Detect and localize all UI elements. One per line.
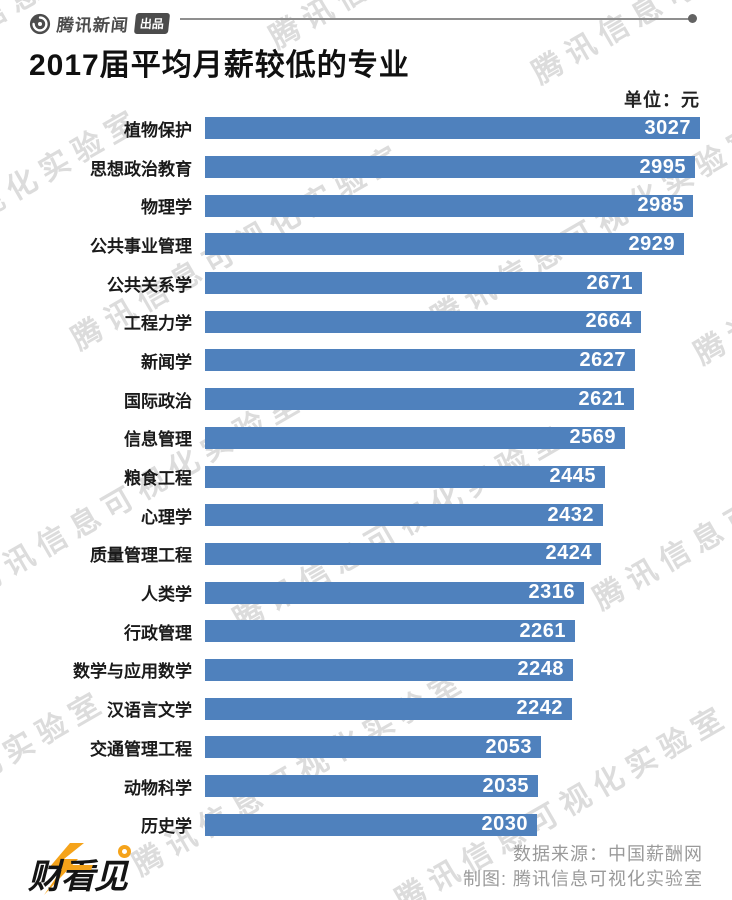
bar: 2316 xyxy=(205,581,584,604)
bar: 2995 xyxy=(205,155,695,179)
bar-value: 2627 xyxy=(579,348,626,371)
chart-row: 物理学 2985 xyxy=(30,186,700,225)
chart-row: 信息管理 2569 xyxy=(30,419,700,458)
bar-label: 公共事业管理 xyxy=(90,236,192,256)
bar-value: 2242 xyxy=(516,697,563,720)
bar-value: 2432 xyxy=(547,503,594,526)
bar-label: 国际政治 xyxy=(124,391,192,411)
bar-label: 质量管理工程 xyxy=(90,546,192,566)
bar-value: 2664 xyxy=(585,310,632,333)
bar-label: 行政管理 xyxy=(124,623,192,643)
chart-row: 公共关系学 2671 xyxy=(30,264,700,303)
bar-label: 数学与应用数学 xyxy=(73,662,192,682)
bar: 2242 xyxy=(205,697,572,720)
bar-value: 2248 xyxy=(517,658,564,681)
bar-label: 公共关系学 xyxy=(107,275,192,295)
bar-value: 2569 xyxy=(569,426,616,449)
unit-label: 单位：元 xyxy=(624,90,700,110)
bar-label: 交通管理工程 xyxy=(90,739,192,759)
chart-row: 思想政治教育 2995 xyxy=(30,148,700,187)
chart-row: 心理学 2432 xyxy=(30,496,700,535)
bar: 2671 xyxy=(205,271,642,295)
footer-credits: 数据来源：中国薪酬网 制图: 腾讯信息可视化实验室 xyxy=(463,842,703,892)
bar-value: 2995 xyxy=(639,155,686,178)
bar: 2621 xyxy=(205,387,634,411)
header-rule-dot xyxy=(688,14,697,23)
logo-text: 财看见 xyxy=(28,858,128,896)
caikanjian-logo: 财看见 xyxy=(26,843,146,896)
bar-value: 2053 xyxy=(485,735,532,758)
produced-by-badge: 出品 xyxy=(133,13,171,34)
chart-row: 国际政治 2621 xyxy=(30,380,700,419)
bar-value: 2929 xyxy=(628,232,675,255)
bar-value: 3027 xyxy=(644,116,691,139)
bar-label: 历史学 xyxy=(141,817,192,837)
bar: 2053 xyxy=(205,735,541,759)
bar-label: 粮食工程 xyxy=(124,469,192,489)
eye-icon xyxy=(118,845,131,858)
bar-value: 2261 xyxy=(519,619,566,642)
bar-label: 心理学 xyxy=(141,507,192,527)
bar: 2929 xyxy=(205,232,684,256)
bar: 2627 xyxy=(205,348,635,372)
bar-value: 2671 xyxy=(586,271,633,294)
bar: 2432 xyxy=(205,503,603,527)
bar: 2261 xyxy=(205,619,575,643)
bar-value: 2035 xyxy=(482,774,529,797)
chart-row: 数学与应用数学 2248 xyxy=(30,651,700,690)
bar-label: 新闻学 xyxy=(141,352,192,372)
bar: 2664 xyxy=(205,310,641,333)
bar: 2445 xyxy=(205,465,605,488)
bar-label: 信息管理 xyxy=(124,430,192,450)
chart-row: 汉语言文学 2242 xyxy=(30,689,700,728)
logo-stripe xyxy=(61,865,93,870)
bar-label: 思想政治教育 xyxy=(90,159,192,179)
bar: 2030 xyxy=(205,813,537,836)
chart-row: 新闻学 2627 xyxy=(30,341,700,380)
bar-label: 植物保护 xyxy=(124,120,192,140)
bar: 3027 xyxy=(205,116,700,140)
header-rule xyxy=(180,18,690,20)
chart-row: 工程力学 2664 xyxy=(30,302,700,341)
brand-name: 腾讯新闻 xyxy=(55,16,130,35)
chart-row: 质量管理工程 2424 xyxy=(30,535,700,574)
bar-value: 2424 xyxy=(545,542,592,565)
bar-label: 物理学 xyxy=(141,198,192,218)
chart-row: 历史学 2030 xyxy=(30,805,700,844)
data-source: 数据来源：中国薪酬网 xyxy=(513,844,703,864)
header: 腾讯新闻 出品 xyxy=(29,11,171,36)
bar: 2569 xyxy=(205,426,625,449)
chart-row: 植物保护 3027 xyxy=(30,109,700,148)
bar-value: 2985 xyxy=(637,194,684,217)
chart-row: 人类学 2316 xyxy=(30,573,700,612)
bar: 2248 xyxy=(205,658,573,681)
bar-chart: 植物保护 3027 思想政治教育 2995 物理学 2985 公共事业管理 29… xyxy=(30,109,700,844)
chart-row: 交通管理工程 2053 xyxy=(30,728,700,767)
chart-row: 公共事业管理 2929 xyxy=(30,225,700,264)
tencent-news-icon xyxy=(29,13,51,35)
credit-line: 制图: 腾讯信息可视化实验室 xyxy=(462,869,703,889)
bar: 2424 xyxy=(205,542,601,565)
bar-label: 汉语言文学 xyxy=(107,701,192,721)
bar-label: 工程力学 xyxy=(124,314,192,334)
bar: 2985 xyxy=(205,194,693,217)
bar-label: 人类学 xyxy=(141,585,192,605)
bar-value: 2445 xyxy=(549,465,596,488)
chart-row: 动物科学 2035 xyxy=(30,767,700,806)
bar-value: 2316 xyxy=(528,581,575,604)
chart-row: 行政管理 2261 xyxy=(30,612,700,651)
bar-value: 2621 xyxy=(578,387,625,410)
page-title: 2017届平均月薪较低的专业 xyxy=(29,49,410,82)
bar-value: 2030 xyxy=(481,813,528,836)
bar-label: 动物科学 xyxy=(124,778,192,798)
chart-row: 粮食工程 2445 xyxy=(30,457,700,496)
bar: 2035 xyxy=(205,774,538,798)
